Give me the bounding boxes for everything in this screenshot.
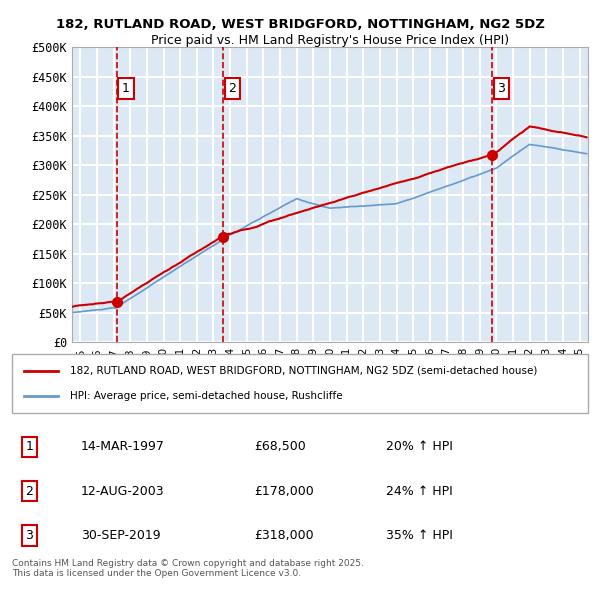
Text: 24% ↑ HPI: 24% ↑ HPI: [386, 484, 453, 498]
Title: Price paid vs. HM Land Registry's House Price Index (HPI): Price paid vs. HM Land Registry's House …: [151, 34, 509, 47]
Text: £178,000: £178,000: [254, 484, 314, 498]
Text: 12-AUG-2003: 12-AUG-2003: [81, 484, 165, 498]
Text: 182, RUTLAND ROAD, WEST BRIDGFORD, NOTTINGHAM, NG2 5DZ (semi-detached house): 182, RUTLAND ROAD, WEST BRIDGFORD, NOTTI…: [70, 366, 537, 375]
FancyBboxPatch shape: [12, 354, 588, 413]
Text: 3: 3: [25, 529, 33, 542]
Text: 35% ↑ HPI: 35% ↑ HPI: [386, 529, 453, 542]
Text: HPI: Average price, semi-detached house, Rushcliffe: HPI: Average price, semi-detached house,…: [70, 392, 342, 401]
Text: 20% ↑ HPI: 20% ↑ HPI: [386, 440, 453, 453]
Text: 30-SEP-2019: 30-SEP-2019: [81, 529, 161, 542]
Text: £68,500: £68,500: [254, 440, 305, 453]
Text: 14-MAR-1997: 14-MAR-1997: [81, 440, 165, 453]
Text: 2: 2: [229, 82, 236, 95]
Text: 1: 1: [25, 440, 33, 453]
Text: 182, RUTLAND ROAD, WEST BRIDGFORD, NOTTINGHAM, NG2 5DZ: 182, RUTLAND ROAD, WEST BRIDGFORD, NOTTI…: [56, 18, 544, 31]
Text: Contains HM Land Registry data © Crown copyright and database right 2025.
This d: Contains HM Land Registry data © Crown c…: [12, 559, 364, 578]
Text: 2: 2: [25, 484, 33, 498]
Text: £318,000: £318,000: [254, 529, 314, 542]
Text: 1: 1: [122, 82, 130, 95]
Text: 3: 3: [497, 82, 505, 95]
